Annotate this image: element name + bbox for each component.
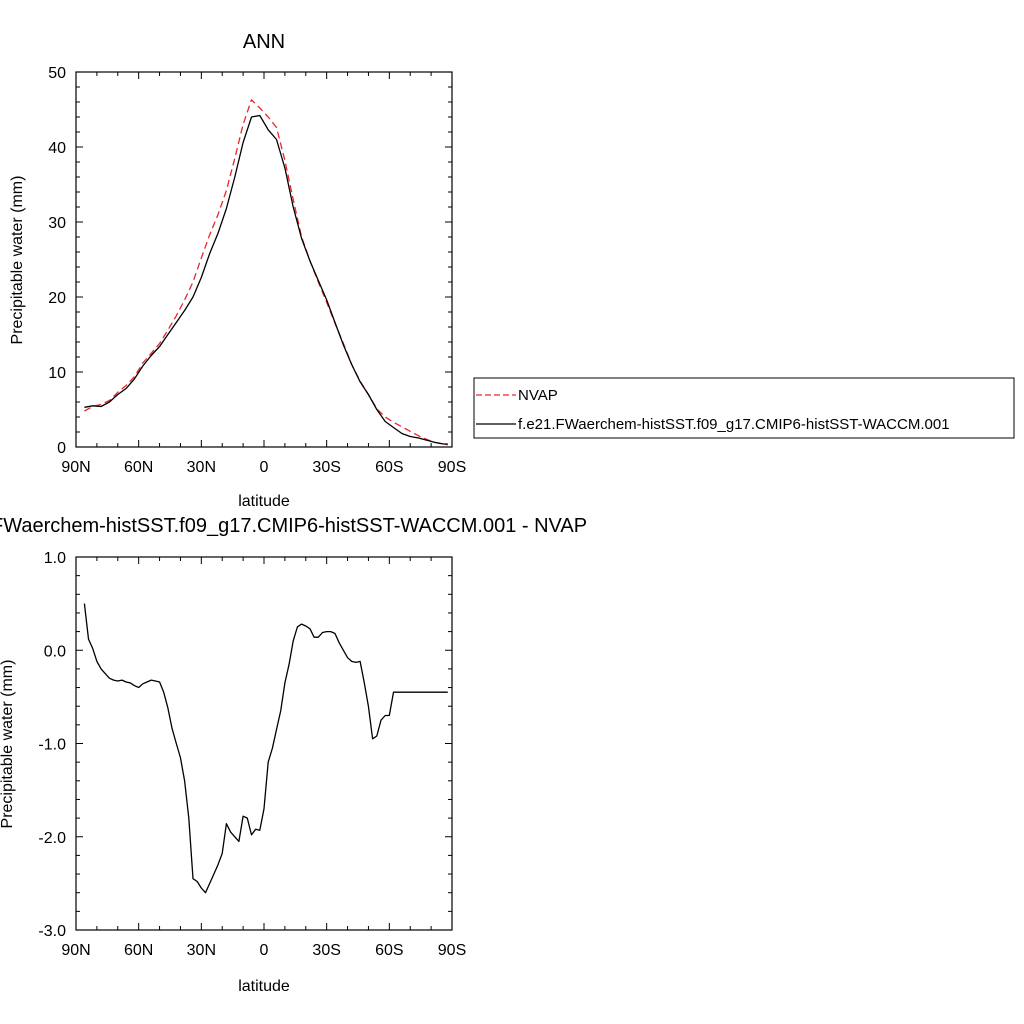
bottom-y-tick-label: -2.0 [38,830,66,847]
top-series-lines [84,99,448,446]
top-y-tick-label: 10 [48,365,66,382]
difference-series-line [83,603,448,894]
bottom-x-tick-label: 90S [438,942,466,959]
top-x-tick-label: 30S [312,459,340,476]
model-series-line [84,114,448,445]
top-x-tick-label: 0 [260,459,269,476]
top-x-tick-label: 60N [124,459,153,476]
top-chart-title: ANN [243,31,285,53]
nvap-series-line [84,99,448,446]
top-y-tick-label: 0 [57,440,66,457]
bottom-panel: f.e21.FWaerchem-histSST.f09_g17.CMIP6-hi… [0,515,587,995]
bottom-x-tick-label: 60N [124,942,153,959]
bottom-y-tick-label: -1.0 [38,737,66,754]
legend-label-nvap: NVAP [518,387,558,404]
bottom-axis-ticks: 90N 60N 30N 0 30S 60S 90S 1.0 0.0 -1.0 -2.0 -3.0 [38,550,466,959]
top-x-tick-label: 90S [438,459,466,476]
top-panel: ANN Precipitable water (mm) latitude 90N… [9,31,466,510]
bottom-y-tick-label: 0.0 [44,643,66,660]
bottom-x-tick-label: 0 [260,942,269,959]
top-x-tick-label: 90N [61,459,90,476]
bottom-plot-frame [75,556,453,931]
top-x-tick-label: 60S [375,459,403,476]
top-y-axis-label: Precipitable water (mm) [9,176,26,345]
top-axis-ticks: 90N 60N 30N 0 30S 60S 90S 0 10 20 30 40 50 [48,65,466,476]
top-y-tick-label: 20 [48,290,66,307]
legend-label-model: f.e21.FWaerchem-histSST.f09_g17.CMIP6-hi… [518,416,950,433]
top-plot-frame [75,71,453,448]
top-y-tick-label: 40 [48,140,66,157]
bottom-y-tick-label: 1.0 [44,550,66,567]
bottom-chart-title: f.e21.FWaerchem-histSST.f09_g17.CMIP6-hi… [0,515,587,537]
bottom-y-tick-label: -3.0 [38,923,66,940]
bottom-series-lines [83,603,448,894]
bottom-x-tick-label: 90N [61,942,90,959]
top-y-tick-label: 30 [48,215,66,232]
bottom-x-axis-label: latitude [238,978,290,995]
bottom-x-tick-label: 30S [312,942,340,959]
bottom-x-tick-label: 60S [375,942,403,959]
bottom-x-tick-label: 30N [187,942,216,959]
top-x-tick-label: 30N [187,459,216,476]
top-y-tick-label: 50 [48,65,66,82]
legend: NVAP f.e21.FWaerchem-histSST.f09_g17.CMI… [473,377,1015,439]
legend-box [473,377,1015,439]
bottom-y-axis-label: Precipitable water (mm) [0,660,16,829]
top-x-axis-label: latitude [238,493,290,510]
